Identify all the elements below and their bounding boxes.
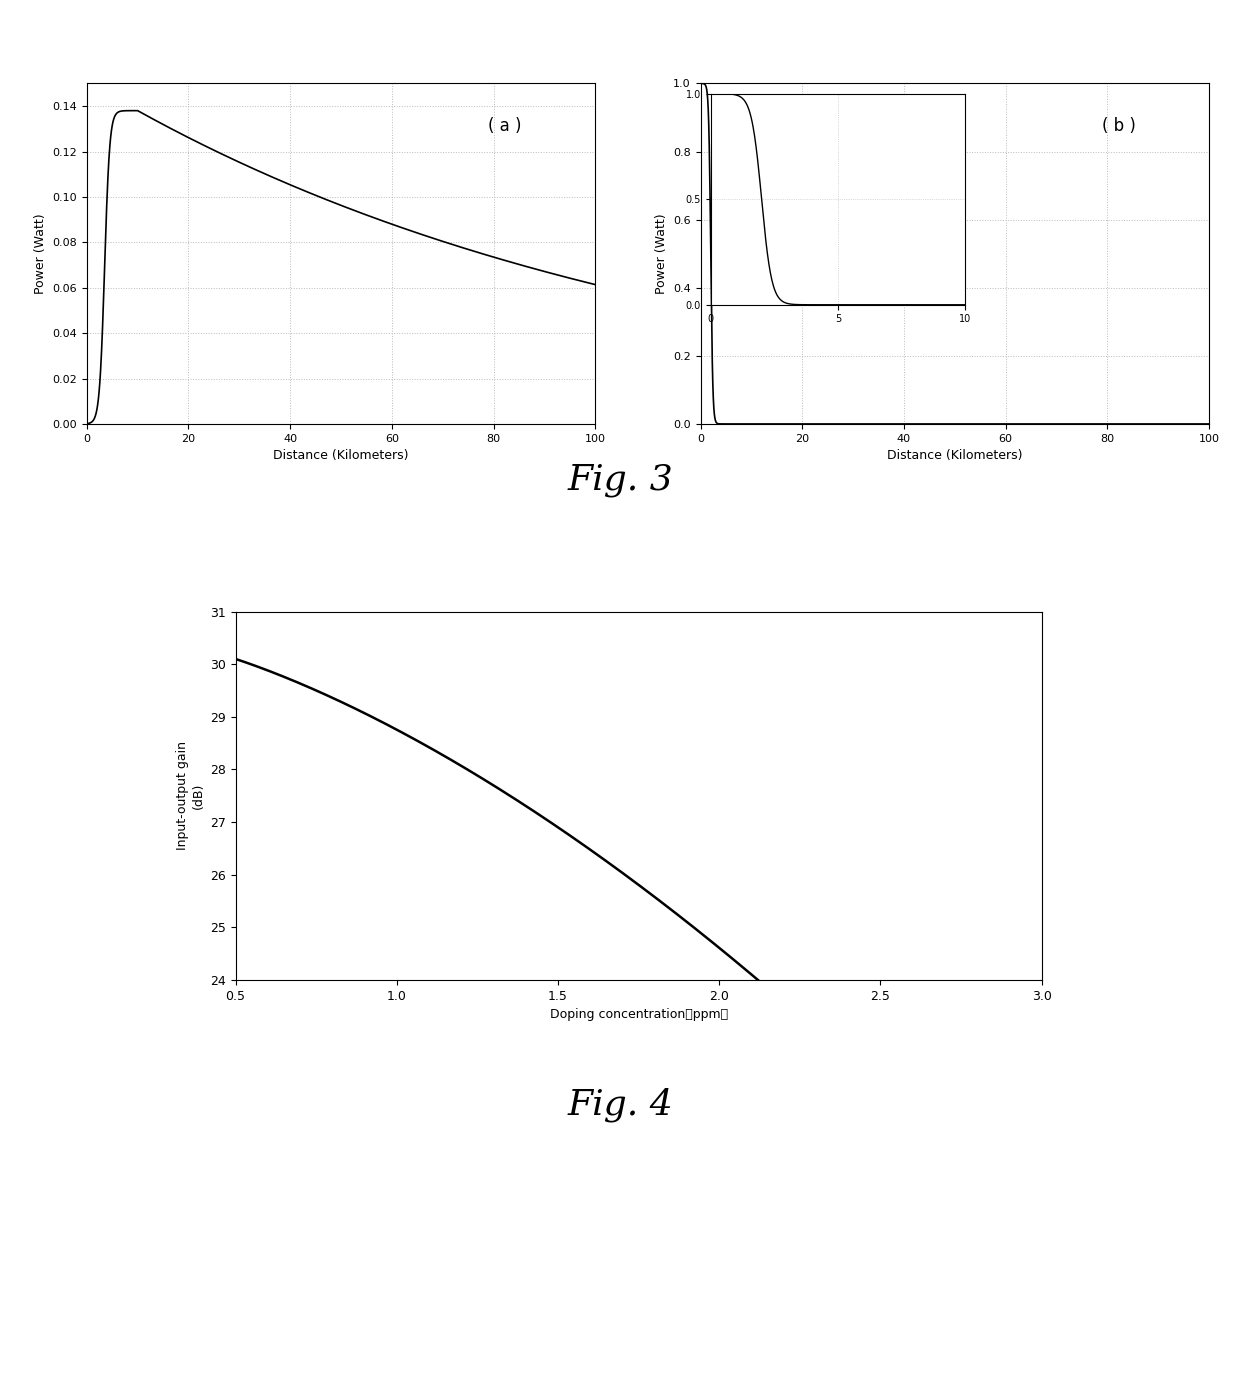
Text: Fig. 3: Fig. 3 xyxy=(567,463,673,496)
X-axis label: Distance (Kilometers): Distance (Kilometers) xyxy=(887,449,1023,463)
X-axis label: Distance (Kilometers): Distance (Kilometers) xyxy=(273,449,409,463)
Y-axis label: Power (Watt): Power (Watt) xyxy=(33,213,47,295)
Text: Fig. 4: Fig. 4 xyxy=(567,1088,673,1122)
Y-axis label: Input-output gain
(dB): Input-output gain (dB) xyxy=(176,741,205,851)
Text: ( b ): ( b ) xyxy=(1102,118,1136,135)
X-axis label: Doping concentration（ppm）: Doping concentration（ppm） xyxy=(549,1008,728,1022)
Y-axis label: Power (Watt): Power (Watt) xyxy=(655,213,667,295)
Text: ( a ): ( a ) xyxy=(489,118,522,135)
